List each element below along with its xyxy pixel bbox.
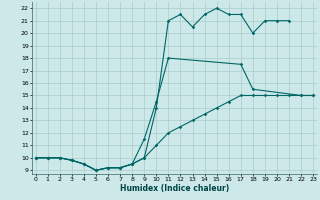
X-axis label: Humidex (Indice chaleur): Humidex (Indice chaleur) xyxy=(120,184,229,193)
